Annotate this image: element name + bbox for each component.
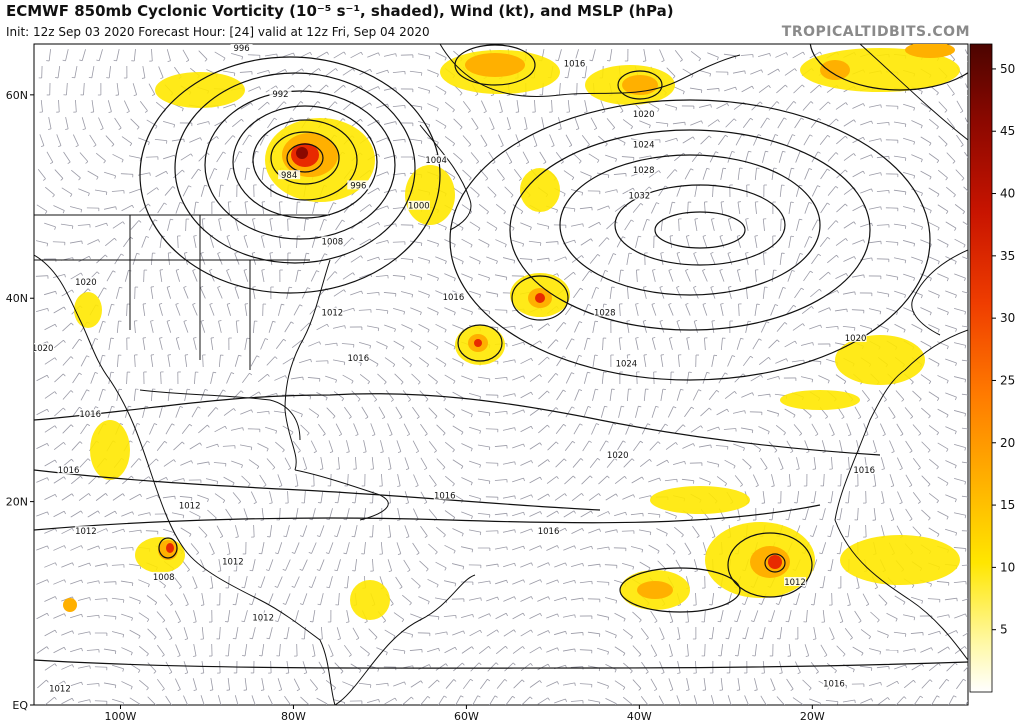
isobar-label: 1016 bbox=[443, 293, 465, 303]
isobar-label: 1012 bbox=[252, 614, 274, 624]
map-frame bbox=[33, 43, 969, 706]
isobar-label: 1024 bbox=[616, 359, 638, 369]
colorbar-tick-label: 15 bbox=[1000, 498, 1015, 512]
watermark: TROPICALTIDBITS.COM bbox=[781, 24, 970, 40]
colorbar-tick-label: 35 bbox=[1000, 249, 1015, 263]
colorbar-ticks: 5 10 15 20 25 30 35 40 45 50 bbox=[992, 62, 1015, 637]
lon-label: 100W bbox=[105, 710, 137, 723]
isobar-label: 1008 bbox=[153, 573, 175, 583]
isobar-label: 1020 bbox=[633, 110, 655, 120]
isobar-label: 1012 bbox=[49, 685, 71, 695]
isobar-label: 1016 bbox=[823, 680, 845, 690]
latitude-labels: 60N 40N 20N EQ bbox=[6, 89, 34, 712]
isobar-label: 1016 bbox=[538, 527, 560, 537]
colorbar-tick-label: 20 bbox=[1000, 436, 1015, 450]
longitude-labels: 100W 80W 60W 40W 20W bbox=[105, 705, 825, 723]
colorbar-tick-label: 45 bbox=[1000, 124, 1015, 138]
isobar-label: 1012 bbox=[75, 527, 97, 537]
isobars bbox=[34, 44, 968, 669]
lon-label: 20W bbox=[800, 710, 825, 723]
isobar-label: 1020 bbox=[607, 451, 629, 461]
chart-title: ECMWF 850mb Cyclonic Vorticity (10⁻⁵ s⁻¹… bbox=[6, 2, 674, 20]
colorbar-scale bbox=[969, 43, 993, 693]
colorbar-tick-label: 25 bbox=[1000, 373, 1015, 387]
run-info: Init: 12z Sep 03 2020 Forecast Hour: [24… bbox=[6, 25, 430, 39]
isobar-label: 1032 bbox=[629, 192, 651, 202]
isobar-label: 1012 bbox=[222, 558, 244, 568]
isobar-label: 1012 bbox=[179, 502, 201, 512]
isobar-label: 996 bbox=[233, 44, 249, 54]
isobar-label: 1020 bbox=[32, 344, 54, 354]
colorbar: 5 10 15 20 25 30 35 40 45 50 bbox=[969, 43, 1015, 693]
isobar-labels: 996 992 984 996 1000 1004 1008 1012 1016 1016 1016… bbox=[32, 44, 876, 695]
colorbar-tick-label: 40 bbox=[1000, 187, 1015, 201]
isobar-label: 1024 bbox=[633, 141, 655, 151]
isobar-label: 1016 bbox=[434, 492, 456, 502]
vorticity-shading bbox=[63, 44, 960, 620]
colorbar-tick-label: 50 bbox=[1000, 62, 1015, 76]
isobar-label: 1008 bbox=[322, 237, 344, 247]
isobar-label: 1016 bbox=[347, 354, 369, 364]
colorbar-tick-label: 30 bbox=[1000, 311, 1015, 325]
isobar-label: 1000 bbox=[408, 202, 430, 212]
lat-label: 40N bbox=[6, 292, 28, 305]
isobar-label: 1004 bbox=[425, 156, 447, 166]
lon-label: 80W bbox=[281, 710, 306, 723]
colorbar-tick-label: 5 bbox=[1000, 623, 1008, 637]
isobar-label: 1012 bbox=[784, 578, 806, 588]
isobar-label: 1016 bbox=[564, 59, 586, 69]
isobar-label: 1012 bbox=[322, 308, 344, 318]
lat-label: 60N bbox=[6, 89, 28, 102]
lon-label: 60W bbox=[454, 710, 479, 723]
isobar-label: 1016 bbox=[58, 466, 80, 476]
isobar-label: 1020 bbox=[845, 334, 867, 344]
isobar-label: 1028 bbox=[633, 166, 655, 176]
lat-label: EQ bbox=[12, 699, 28, 712]
isobar-label: 1028 bbox=[594, 308, 616, 318]
isobar-label: 1016 bbox=[79, 410, 101, 420]
colorbar-tick-label: 10 bbox=[1000, 560, 1015, 574]
lat-label: 20N bbox=[6, 496, 28, 509]
isobar-label: 1016 bbox=[853, 466, 875, 476]
isobar-label: 984 bbox=[281, 171, 297, 181]
isobar-label: 1020 bbox=[75, 278, 97, 288]
lon-label: 40W bbox=[627, 710, 652, 723]
isobar-label: 992 bbox=[272, 90, 288, 100]
isobar-label: 996 bbox=[350, 181, 366, 191]
